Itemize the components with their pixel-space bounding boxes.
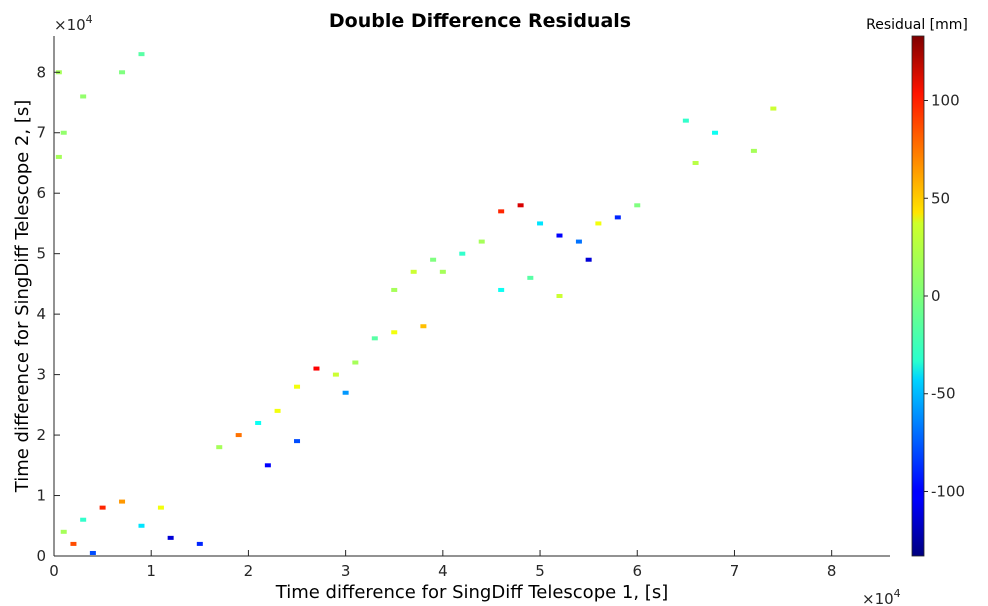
- residual-point: [157, 505, 164, 510]
- residual-point: [313, 366, 320, 371]
- residual-point: [138, 523, 145, 528]
- data-points: [55, 52, 777, 555]
- x-tick-label: 1: [146, 562, 156, 580]
- residual-point: [55, 154, 62, 159]
- residual-point: [99, 505, 106, 510]
- residual-point: [196, 541, 203, 546]
- residual-point: [167, 535, 174, 540]
- x-tick-label: 4: [438, 562, 448, 580]
- chart-title: Double Difference Residuals: [329, 10, 631, 32]
- y-tick-label: 5: [36, 245, 46, 263]
- x-tick-label: 2: [244, 562, 254, 580]
- residual-point: [80, 94, 87, 99]
- y-tick-label: 7: [36, 124, 46, 142]
- colorbar-tick-label: 50: [931, 189, 950, 207]
- residual-point: [712, 130, 719, 135]
- colorbar-ticks: 100 50 0 -50 -100: [924, 92, 965, 500]
- x-tick-label: 7: [730, 562, 740, 580]
- colorbar-tick-label: -50: [931, 385, 956, 403]
- x-tick-label: 3: [341, 562, 351, 580]
- residual-point: [60, 529, 67, 534]
- residual-point: [352, 360, 359, 365]
- residual-point: [556, 233, 563, 238]
- y-ticks: 0 1 2 3 4 5 6 7 8: [36, 63, 60, 565]
- residual-point: [294, 439, 301, 444]
- residual-point: [478, 239, 485, 244]
- y-exponent: ×104: [54, 13, 93, 34]
- x-ticks: 0 1 2 3 4 5 6 7 8: [49, 550, 836, 580]
- y-tick-label: 3: [36, 366, 46, 384]
- residual-point: [585, 257, 592, 262]
- residual-point: [391, 330, 398, 335]
- colorbar-tick-label: 100: [931, 92, 960, 110]
- colorbar-tick-label: 0: [931, 287, 941, 305]
- x-exponent: ×104: [862, 587, 901, 606]
- residual-point: [420, 324, 427, 329]
- y-tick-label: 0: [36, 547, 46, 565]
- plot-area: [54, 36, 890, 556]
- y-tick-label: 2: [36, 426, 46, 444]
- residual-point: [527, 275, 534, 280]
- residual-point: [342, 390, 349, 395]
- residual-point: [410, 269, 417, 274]
- x-tick-label: 5: [535, 562, 545, 580]
- residual-point: [294, 384, 301, 389]
- colorbar-title: Residual [mm]: [866, 17, 968, 33]
- residual-point: [498, 287, 505, 292]
- residual-point: [692, 160, 699, 165]
- residual-point: [264, 463, 271, 468]
- residual-point: [119, 499, 126, 504]
- y-tick-label: 1: [36, 487, 46, 505]
- residual-point: [80, 517, 87, 522]
- x-tick-label: 6: [632, 562, 642, 580]
- residual-point: [595, 221, 602, 226]
- residual-point: [537, 221, 544, 226]
- residual-point: [517, 203, 524, 208]
- y-axis-label: Time difference for SingDiff Telescope 2…: [12, 100, 33, 493]
- x-tick-label: 0: [49, 562, 59, 580]
- residual-point: [634, 203, 641, 208]
- residual-point: [138, 52, 145, 57]
- residual-point: [498, 209, 505, 214]
- residual-point: [575, 239, 582, 244]
- residual-point: [119, 70, 126, 75]
- residual-point: [459, 251, 466, 256]
- residual-point: [332, 372, 339, 377]
- y-tick-label: 6: [36, 184, 46, 202]
- residual-point: [439, 269, 446, 274]
- residual-point: [216, 445, 223, 450]
- y-tick-label: 4: [36, 305, 46, 323]
- residual-point: [391, 287, 398, 292]
- residual-point: [70, 541, 77, 546]
- colorbar-tick-label: -100: [931, 482, 965, 500]
- residual-point: [255, 420, 262, 425]
- residual-point: [750, 148, 757, 153]
- y-tick-label: 8: [36, 63, 46, 81]
- x-tick-label: 8: [827, 562, 837, 580]
- residual-point: [682, 118, 689, 123]
- residual-point: [556, 294, 563, 298]
- residual-point: [60, 130, 67, 135]
- residual-point: [770, 106, 777, 111]
- residual-point: [371, 336, 378, 341]
- x-axis-label: Time difference for SingDiff Telescope 1…: [275, 582, 668, 603]
- residual-point: [614, 215, 621, 220]
- colorbar: [911, 35, 925, 557]
- residual-point: [89, 550, 96, 555]
- residual-point: [235, 433, 242, 438]
- residual-point: [274, 408, 281, 413]
- residual-point: [430, 257, 437, 262]
